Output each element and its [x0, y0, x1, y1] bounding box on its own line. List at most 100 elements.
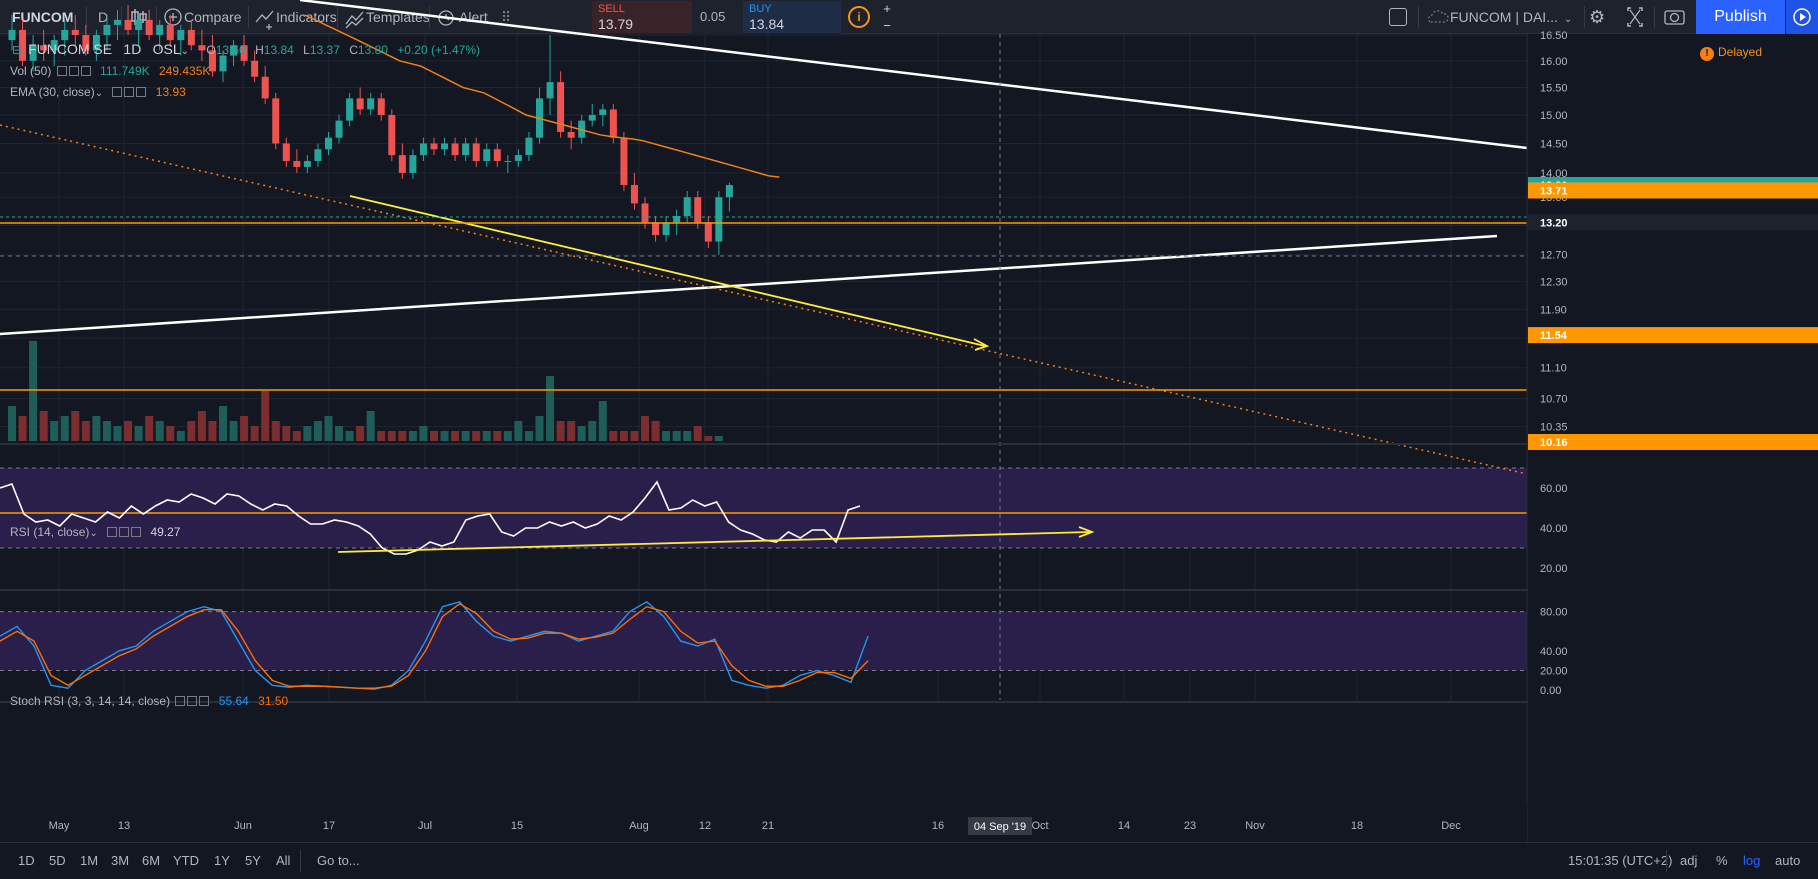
range-6m[interactable]: 6M — [142, 853, 161, 868]
rsi-tick-label: 60.00 — [1540, 483, 1568, 495]
goto-button[interactable]: Go to... — [317, 853, 360, 868]
range-3m[interactable]: 3M — [111, 853, 130, 868]
eye-icon[interactable] — [56, 66, 67, 76]
range-5y[interactable]: 5Y — [245, 853, 261, 868]
price-tick-label: 10.70 — [1540, 394, 1568, 406]
volume-bar — [271, 421, 280, 441]
close-icon[interactable] — [80, 66, 91, 76]
range-1m[interactable]: 1M — [80, 853, 99, 868]
interval-button[interactable]: D — [98, 9, 109, 25]
fullscreen-square-icon[interactable] — [1389, 0, 1407, 34]
candle-body — [124, 19, 132, 30]
settings-icon[interactable] — [124, 87, 135, 97]
sell-button[interactable]: SELL 13.79 — [592, 1, 692, 33]
main-legend[interactable]: ⊟ FUNCOM SE 1D OSL⌄ O13.60 H13.84 L13.37 … — [10, 41, 480, 57]
chevron-down-icon[interactable]: ⌄ — [180, 46, 190, 57]
ema-legend[interactable]: EMA (30, close)⌄ 13.93 — [10, 85, 186, 99]
stoch-d-series — [0, 602, 869, 689]
settings-icon[interactable] — [119, 527, 130, 537]
plus-icon[interactable]: + — [883, 1, 891, 16]
candle-body — [419, 143, 427, 156]
camera-icon[interactable] — [1664, 0, 1686, 34]
time-tick-label: 15 — [511, 820, 523, 832]
dotted-trendline — [0, 124, 1528, 475]
range-1d[interactable]: 1D — [18, 853, 35, 868]
stoch-legend[interactable]: Stoch RSI (3, 3, 14, 14, close) 55.64 31… — [10, 694, 288, 708]
volume-bar — [387, 431, 396, 441]
time-tick-label: Nov — [1245, 820, 1265, 832]
auto-toggle[interactable]: auto — [1775, 853, 1801, 868]
drag-handle-icon[interactable]: ⠿ — [501, 9, 512, 25]
gear-icon[interactable]: ⚙ — [1589, 7, 1606, 27]
settings-icon[interactable] — [187, 696, 198, 706]
replay-button[interactable] — [1786, 0, 1818, 34]
candle-body — [715, 197, 723, 242]
close-icon[interactable] — [136, 87, 147, 97]
top-toolbar: FUNCOM D Compare Indicators Templates Al… — [0, 0, 1818, 34]
candle-body — [620, 137, 628, 185]
price-badge — [1528, 214, 1818, 231]
candle-body — [251, 60, 259, 77]
price-axis[interactable]: 16.5016.0015.5015.0014.5014.0013.6013.15… — [1528, 30, 1818, 842]
candle-body — [272, 98, 280, 144]
fullscreen-icon[interactable] — [1626, 0, 1644, 34]
time-axis[interactable]: May 13 Jun 17 Jul 15 Aug 12 21 16 Oct 14 23 Nov 18 Dec 0… — [0, 803, 1527, 842]
info-icon[interactable]: i — [848, 6, 870, 28]
volume-bar — [588, 421, 597, 441]
eye-icon[interactable] — [112, 87, 123, 97]
settings-icon[interactable] — [68, 66, 79, 76]
volume-bar — [683, 431, 692, 441]
percent-toggle[interactable]: % — [1716, 853, 1728, 868]
range-ytd[interactable]: YTD — [173, 853, 199, 868]
adj-toggle[interactable]: adj — [1680, 853, 1698, 868]
buy-price: 13.84 — [749, 16, 785, 32]
candle-style-glyph — [131, 9, 147, 25]
open-value: 13.60 — [215, 43, 246, 57]
collapse-icon[interactable]: ⊟ — [12, 43, 23, 57]
log-toggle[interactable]: log — [1743, 853, 1761, 868]
time-tick-label: 21 — [762, 820, 774, 832]
symbol-search[interactable]: FUNCOM — [12, 9, 74, 25]
toolbar-divider — [1666, 850, 1667, 872]
eye-icon[interactable] — [107, 527, 118, 537]
candle-body — [145, 19, 153, 35]
time-tick-label: 12 — [699, 820, 711, 832]
delayed-badge[interactable]: ! Delayed — [1700, 45, 1762, 61]
volume-bar — [208, 421, 217, 441]
price-badge-label: 13.71 — [1540, 185, 1568, 197]
candle-style-icon[interactable] — [130, 0, 148, 34]
chevron-down-icon[interactable]: ⌄ — [89, 528, 98, 539]
minus-icon[interactable]: − — [883, 18, 891, 33]
candle-body — [546, 82, 554, 99]
candle-body — [282, 143, 290, 162]
volume-bar — [145, 416, 154, 441]
candle-body — [303, 161, 311, 167]
layout-selector[interactable]: FUNCOM | DAI... ⌄ — [1426, 0, 1572, 34]
candle-body — [166, 24, 174, 41]
eye-icon[interactable] — [175, 696, 186, 706]
buy-button[interactable]: BUY 13.84 — [743, 1, 841, 33]
candle-body — [441, 143, 449, 150]
volume-bar — [714, 436, 723, 441]
candle-body — [114, 19, 121, 25]
range-5d[interactable]: 5D — [49, 853, 66, 868]
rsi-band — [0, 467, 1527, 549]
ema-line — [304, 14, 780, 178]
range-1y[interactable]: 1Y — [214, 853, 230, 868]
chevron-down-icon[interactable]: ⌄ — [94, 88, 104, 99]
volume-bar — [92, 416, 101, 441]
rsi-legend[interactable]: RSI (14, close)⌄ 49.27 — [10, 525, 180, 539]
crosshair-date-badge — [968, 817, 1032, 835]
candle-body — [82, 35, 90, 51]
indicators-icon — [255, 10, 274, 30]
indicators-button[interactable]: Indicators — [254, 0, 337, 34]
drawings[interactable] — [0, 0, 1528, 700]
close-icon[interactable] — [199, 696, 210, 706]
publish-button[interactable]: Publish — [1696, 0, 1785, 34]
volume-legend[interactable]: Vol (50) 111.749K 249.435K — [10, 64, 210, 78]
range-all[interactable]: All — [276, 853, 291, 868]
close-icon[interactable] — [131, 527, 142, 537]
candle-body — [177, 29, 185, 41]
price-tick-label: 14.00 — [1540, 168, 1568, 180]
